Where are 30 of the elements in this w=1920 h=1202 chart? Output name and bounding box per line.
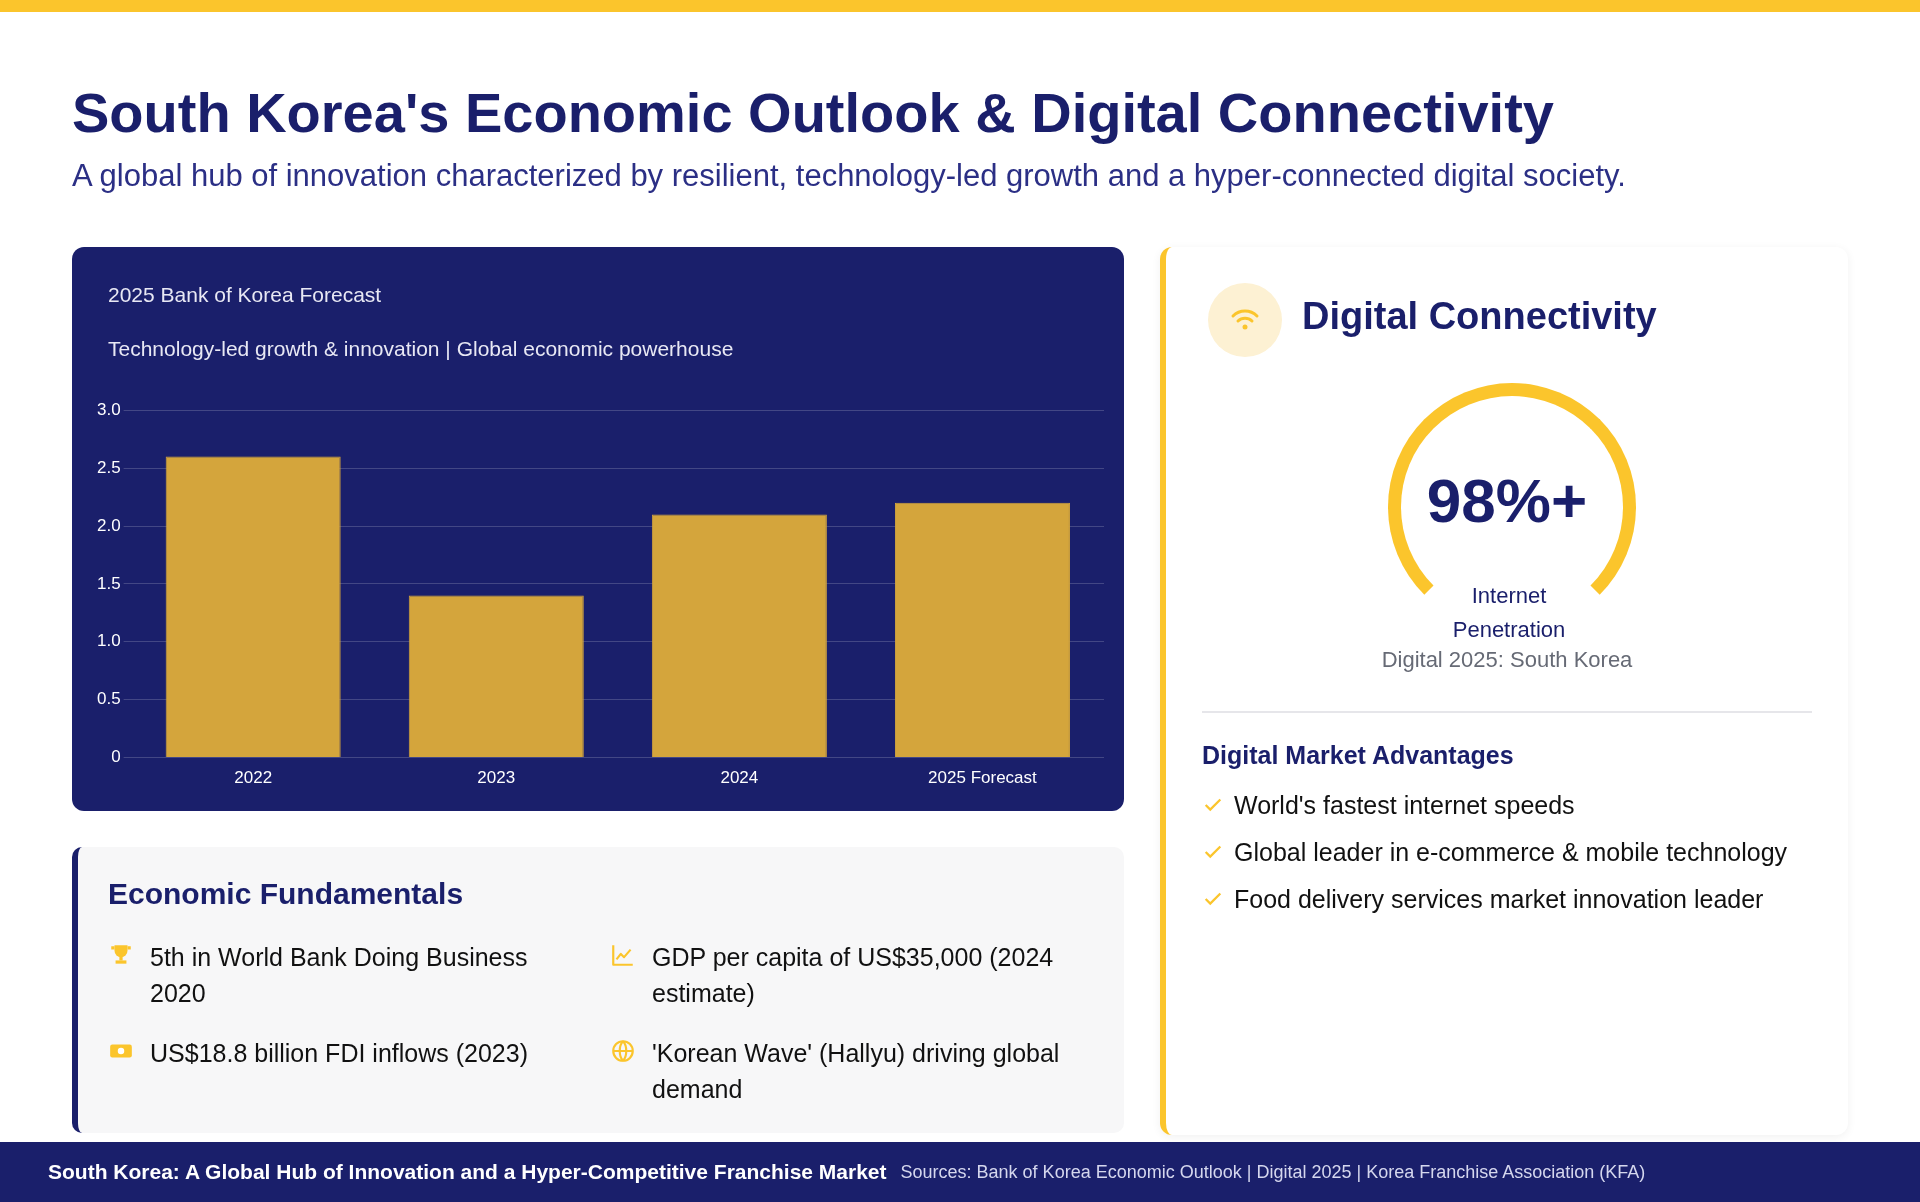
text: 98%+ [1426,466,1588,535]
x-tick-label: 2025 Forecast [928,768,1038,788]
x-tick-label: 2022 [234,768,273,788]
text: Digital Connectivity [1302,295,1657,337]
text: Internet Penetration [1452,583,1566,642]
chart-subtitle: Technology-led growth & innovation | Global economic powerhouse [108,337,734,360]
y-tick-label: 1.0 [96,631,121,651]
y-tick-label: 0 [111,747,121,767]
source-note: Sources: Bank of Korea Economic Outlook | Digital 2025 | Korea Franchise Association (KFA) [900,1161,1646,1182]
text: 5th in World Bank Doing Business 2020 [150,943,528,1007]
text: A global hub of innovation characterized by resilient, technology-led growth and a hyper-connected digital society. [72,158,1626,193]
text: GDP per capita of US$35,000 (2024 estimate) [652,943,1054,1007]
text: Digital Market Advantages [1202,741,1514,769]
text: US$18.8 billion FDI inflows (2023) [150,1039,528,1067]
y-tick-label: 0.5 [96,689,121,709]
y-tick-label: 2.0 [96,515,121,535]
y-tick-label: 3.0 [96,399,121,419]
text: Digital 2025: South Korea [1381,647,1633,672]
text: 'Korean Wave' (Hallyu) driving global demand [652,1039,1060,1103]
y-tick-label: 2.5 [96,457,121,477]
text: Food delivery services market innovation leader [1234,885,1764,913]
y-tick-label: 1.5 [96,573,121,593]
text: South Korea's Economic Outlook & Digital Connectivity [72,81,1554,144]
text: World's fastest internet speeds [1234,791,1575,819]
x-tick-label: 2024 [720,768,759,788]
text: South Korea: A Global Hub of Innovation and a Hyper-Competitive Franchise Market [48,1160,887,1183]
chart-title: 2025 Bank of Korea Forecast [108,283,382,306]
x-tick-label: 2023 [477,768,516,788]
text: Economic Fundamentals [108,877,464,910]
text: Global leader in e-commerce & mobile technology [1234,838,1788,866]
